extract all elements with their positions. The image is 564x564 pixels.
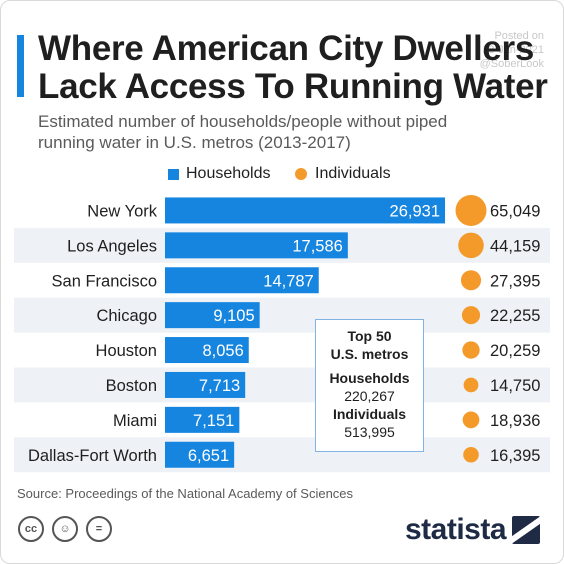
posted-date: 13-Jan-2021	[482, 44, 544, 56]
posted-user: @SoberLook	[479, 58, 544, 70]
row-stripe	[14, 297, 550, 333]
households-value-label: 17,586	[292, 237, 342, 255]
households-bar	[165, 302, 260, 329]
legend-individuals-swatch	[295, 168, 307, 180]
nd-no-derivatives-icon[interactable]: =	[86, 516, 112, 542]
chart-subtitle: Estimated number of households/people wi…	[38, 112, 448, 152]
households-bar	[165, 441, 235, 468]
summary-individuals-value: 513,995	[344, 424, 395, 440]
households-value-label: 9,105	[213, 307, 254, 325]
households-bar	[165, 232, 348, 259]
individuals-value-label: 14,750	[490, 377, 540, 395]
legend-individuals: Individuals	[295, 165, 391, 183]
households-value-label: 26,931	[390, 202, 440, 220]
title-line-1: Where American City Dwellers	[38, 29, 535, 68]
row-stripe	[14, 437, 550, 473]
households-value-label: 14,787	[263, 272, 313, 290]
source-note: Source: Proceedings of the National Acad…	[17, 486, 354, 501]
category-label: New York	[87, 202, 157, 220]
individuals-value-label: 27,395	[490, 272, 540, 290]
households-bar	[165, 371, 246, 398]
category-label: Los Angeles	[67, 237, 157, 255]
summary-title-2: U.S. metros	[330, 346, 409, 362]
bar-chart: New York 26,931 65,049 Los Angeles 17,586 44,…	[14, 194, 550, 473]
summary-households-label: Households	[329, 370, 410, 386]
individuals-value-label: 20,259	[490, 342, 540, 360]
cc-icon[interactable]: cc	[18, 516, 44, 542]
summary-individuals-label: Individuals	[332, 406, 407, 422]
households-value-label: 8,056	[202, 342, 243, 360]
posted-label: Posted on	[494, 30, 544, 42]
category-label: Miami	[113, 412, 157, 430]
category-label: Chicago	[96, 307, 157, 325]
individuals-value-label: 16,395	[490, 447, 540, 465]
chart-title: Where American City Dwellers Lack Access…	[38, 30, 558, 106]
row-stripe	[14, 367, 550, 403]
households-bar	[165, 197, 445, 224]
legend: Households Individuals	[0, 165, 564, 185]
summary-households-value: 220,267	[344, 388, 395, 404]
individuals-value-label: 65,049	[490, 202, 540, 220]
statista-logo[interactable]: statista	[405, 513, 541, 547]
individuals-circle	[462, 411, 480, 429]
individuals-circle	[462, 341, 480, 359]
households-value-label: 7,713	[199, 377, 240, 395]
category-label: Houston	[96, 342, 157, 360]
individuals-circle	[455, 194, 487, 226]
individuals-circle	[460, 270, 482, 291]
posted-watermark: Posted on 13-Jan-2021 @SoberLook	[480, 29, 544, 71]
legend-individuals-label: Individuals	[315, 165, 391, 182]
by-attribution-icon[interactable]: ☺	[52, 516, 78, 542]
households-bar	[165, 406, 240, 433]
individuals-value-label: 18,936	[490, 412, 540, 430]
summary-box: Top 50 U.S. metros Households 220,267 In…	[315, 319, 424, 452]
summary-title-1: Top 50	[347, 328, 392, 344]
title-accent-bar	[17, 35, 24, 97]
individuals-circle	[461, 306, 481, 325]
individuals-circle	[463, 377, 479, 393]
households-value-label: 7,151	[193, 412, 234, 430]
category-label: San Francisco	[52, 272, 157, 290]
license-icons: cc ☺ =	[18, 516, 112, 542]
category-label: Boston	[106, 377, 157, 395]
individuals-circle	[463, 446, 479, 463]
individuals-value-label: 44,159	[490, 237, 540, 255]
legend-households-swatch	[168, 168, 179, 180]
statista-logo-icon	[512, 516, 541, 544]
households-value-label: 6,651	[188, 447, 229, 465]
households-bar	[165, 337, 249, 364]
individuals-value-label: 22,255	[490, 307, 540, 325]
legend-households: Households	[168, 165, 271, 183]
title-line-2: Lack Access To Running Water	[38, 67, 548, 106]
legend-households-label: Households	[186, 165, 271, 182]
brand-text: statista	[405, 513, 507, 546]
households-bar	[165, 267, 319, 294]
individuals-circle	[458, 232, 484, 259]
category-label: Dallas-Fort Worth	[28, 447, 157, 465]
